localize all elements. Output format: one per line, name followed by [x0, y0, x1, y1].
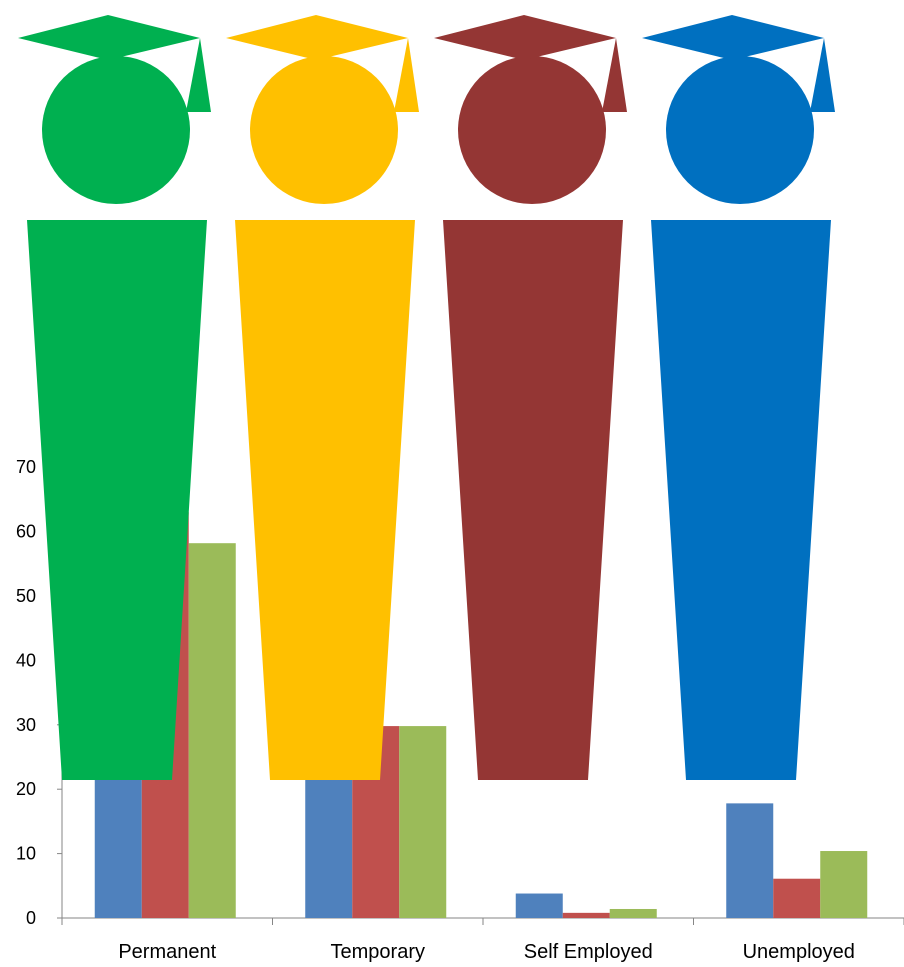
- category-label: Self Employed: [524, 941, 653, 963]
- bar: [94, 776, 142, 918]
- bar: [726, 803, 774, 918]
- y-tick-label: 0: [26, 908, 36, 928]
- graduate-figure-icon: [434, 15, 627, 780]
- y-tick-label: 40: [16, 650, 36, 670]
- bar: [305, 776, 353, 918]
- axis-labels: 0 10 20 30 40 50 60 70 Permanent Temporary Self Em…: [16, 457, 855, 963]
- bar: [609, 908, 657, 918]
- y-tick-label: 60: [16, 522, 36, 542]
- y-tick-label: 20: [16, 779, 36, 799]
- y-tick-label: 50: [16, 586, 36, 606]
- bar: [820, 851, 868, 918]
- category-label: Unemployed: [743, 941, 855, 963]
- bar: [399, 726, 447, 918]
- graduate-figure-icon: [226, 15, 419, 780]
- y-tick-label: 70: [16, 457, 36, 477]
- graduate-figures: [18, 15, 835, 780]
- category-label: Temporary: [331, 941, 425, 963]
- y-tick-label: 10: [16, 844, 36, 864]
- bar: [188, 543, 236, 918]
- y-tick-label: 30: [16, 715, 36, 735]
- graduate-figure-icon: [642, 15, 835, 780]
- bar: [562, 912, 610, 918]
- bar: [515, 893, 563, 918]
- bar: [773, 878, 821, 918]
- category-label: Permanent: [118, 941, 216, 963]
- graduate-figure-icon: [18, 15, 211, 780]
